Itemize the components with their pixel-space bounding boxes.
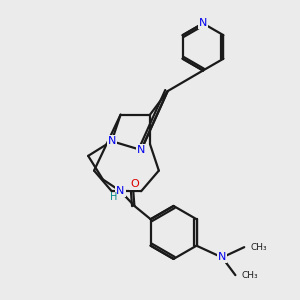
Text: CH₃: CH₃ — [242, 271, 259, 280]
Text: H: H — [110, 191, 118, 202]
Text: N: N — [218, 253, 226, 262]
Text: O: O — [130, 179, 139, 190]
Text: N: N — [137, 145, 146, 155]
Text: CH₃: CH₃ — [251, 243, 267, 252]
Text: N: N — [107, 136, 116, 146]
Text: N: N — [116, 186, 125, 196]
Text: N: N — [199, 18, 207, 28]
